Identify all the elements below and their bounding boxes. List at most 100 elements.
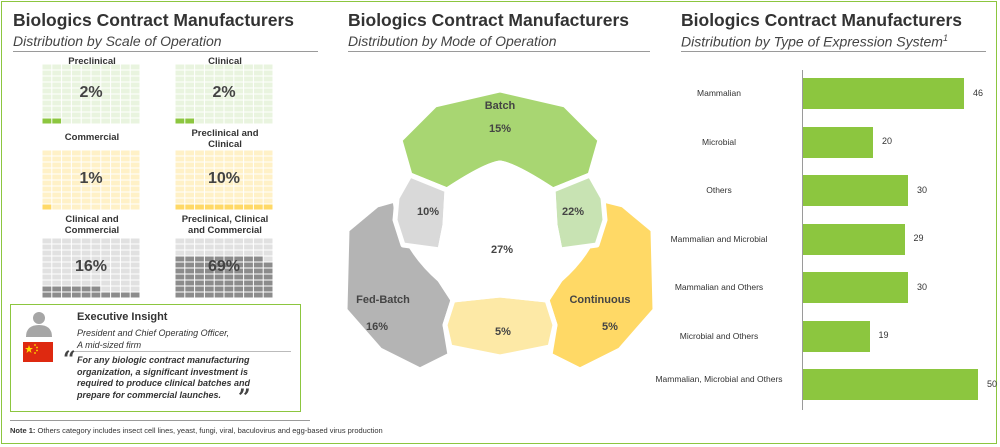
waffle-cell-empty bbox=[62, 100, 71, 106]
waffle-cell-empty bbox=[224, 192, 234, 198]
waffle-cell-filled bbox=[244, 280, 253, 286]
waffle-cell-empty bbox=[244, 150, 253, 156]
waffle-cell-empty bbox=[130, 168, 140, 174]
waffle-cell-empty bbox=[71, 244, 81, 250]
waffle-percent-label: 1% bbox=[79, 170, 103, 187]
waffle-cell-empty bbox=[253, 100, 263, 106]
waffle-cell-empty bbox=[224, 186, 234, 192]
waffle-cell-filled bbox=[244, 268, 253, 274]
bar-value-label: 46 bbox=[973, 87, 984, 98]
waffle-cell-empty bbox=[42, 94, 52, 100]
waffle-cell-empty bbox=[120, 286, 130, 292]
waffle-cell-empty bbox=[234, 244, 244, 250]
waffle-cell-empty bbox=[111, 238, 120, 244]
waffle-cell-filled bbox=[81, 286, 91, 292]
waffle-cell-empty bbox=[42, 150, 52, 156]
waffle-cell-empty bbox=[253, 192, 263, 198]
waffle-cell-empty bbox=[91, 186, 101, 192]
waffle-cell-filled bbox=[185, 274, 195, 280]
waffle-cell-filled bbox=[185, 292, 195, 298]
waffle-cell-empty bbox=[130, 76, 140, 82]
waffle-cell-empty bbox=[244, 70, 253, 76]
right-subtitle-text: Distribution by Type of Expression Syste… bbox=[681, 33, 943, 50]
waffle-cell-empty bbox=[253, 70, 263, 76]
waffle-cell-empty bbox=[234, 162, 244, 168]
waffle-cell-empty bbox=[62, 88, 71, 94]
waffle-cell-empty bbox=[263, 64, 273, 70]
waffle-cell-empty bbox=[195, 162, 204, 168]
waffle-cell-empty bbox=[52, 180, 62, 186]
waffle-cell-empty bbox=[91, 256, 101, 262]
waffle-cell-empty bbox=[204, 168, 214, 174]
waffle-cell-empty bbox=[234, 82, 244, 88]
waffle-cell-empty bbox=[185, 244, 195, 250]
waffle-cell-empty bbox=[81, 186, 91, 192]
waffle-cell-empty bbox=[195, 180, 204, 186]
waffle-cell-empty bbox=[130, 82, 140, 88]
waffle-cell-empty bbox=[62, 64, 71, 70]
waffle-cell-empty bbox=[253, 94, 263, 100]
waffle-cell-empty bbox=[253, 88, 263, 94]
waffle-cell-empty bbox=[120, 94, 130, 100]
waffle-cell-empty bbox=[120, 186, 130, 192]
waffle-cell-empty bbox=[195, 76, 204, 82]
waffle-cell-empty bbox=[195, 168, 204, 174]
waffle-cell-empty bbox=[185, 88, 195, 94]
waffle-cell-empty bbox=[81, 180, 91, 186]
waffle-cell-empty bbox=[62, 82, 71, 88]
waffle-cell-empty bbox=[224, 150, 234, 156]
open-quote-icon: “ bbox=[63, 347, 76, 373]
waffle-label: Commercial bbox=[64, 132, 120, 143]
waffle-cell-empty bbox=[101, 280, 111, 286]
waffle-cell-empty bbox=[175, 244, 185, 250]
waffle-cell-empty bbox=[62, 118, 71, 124]
waffle-label: Preclinical, Clinical and Commercial bbox=[181, 214, 269, 236]
waffle-cell-empty bbox=[81, 244, 91, 250]
waffle-cell-empty bbox=[62, 204, 71, 210]
waffle-cell-filled bbox=[204, 292, 214, 298]
waffle-cell-empty bbox=[175, 150, 185, 156]
waffle-cell-empty bbox=[204, 94, 214, 100]
waffle-cell-empty bbox=[175, 192, 185, 198]
waffle-cell-empty bbox=[120, 204, 130, 210]
waffle-cell-empty bbox=[91, 180, 101, 186]
waffle-cell-empty bbox=[214, 186, 224, 192]
waffle-cell-filled bbox=[214, 204, 224, 210]
waffle-cell-empty bbox=[101, 162, 111, 168]
waffle-cell-filled bbox=[214, 274, 224, 280]
waffle-cell-empty bbox=[120, 106, 130, 112]
waffle-cell-empty bbox=[130, 64, 140, 70]
waffle-cell-empty bbox=[214, 112, 224, 118]
waffle-cell-empty bbox=[263, 94, 273, 100]
waffle-cell-empty bbox=[204, 76, 214, 82]
waffle-cell-empty bbox=[185, 76, 195, 82]
waffle-cell-empty bbox=[62, 256, 71, 262]
waffle-cell-empty bbox=[253, 198, 263, 204]
waffle-cell-empty bbox=[81, 262, 91, 268]
waffle-cell-empty bbox=[234, 88, 244, 94]
waffle-cell-empty bbox=[52, 88, 62, 94]
waffle-cell-empty bbox=[244, 82, 253, 88]
waffle-cell-empty bbox=[253, 150, 263, 156]
waffle-cell-empty bbox=[120, 162, 130, 168]
waffle-cell-empty bbox=[175, 100, 185, 106]
waffle-cell-filled bbox=[253, 292, 263, 298]
waffle-cell-empty bbox=[214, 70, 224, 76]
waffle-cell-empty bbox=[175, 168, 185, 174]
waffle-cell-empty bbox=[130, 118, 140, 124]
venn-value-label: 27% bbox=[491, 244, 513, 256]
waffle-cell-empty bbox=[111, 186, 120, 192]
waffle-cell-filled bbox=[71, 286, 81, 292]
waffle-cell-filled bbox=[253, 286, 263, 292]
waffle-cell-empty bbox=[81, 150, 91, 156]
waffle-cell-empty bbox=[175, 112, 185, 118]
waffle-cell-empty bbox=[263, 112, 273, 118]
waffle-cell-empty bbox=[62, 262, 71, 268]
waffle-cell-empty bbox=[130, 268, 140, 274]
waffle-cell-empty bbox=[185, 94, 195, 100]
person-silhouette-icon bbox=[26, 312, 52, 337]
waffle-grid bbox=[175, 64, 273, 124]
waffle-cell-empty bbox=[71, 76, 81, 82]
waffle-cell-empty bbox=[81, 238, 91, 244]
waffle-cell-empty bbox=[52, 274, 62, 280]
